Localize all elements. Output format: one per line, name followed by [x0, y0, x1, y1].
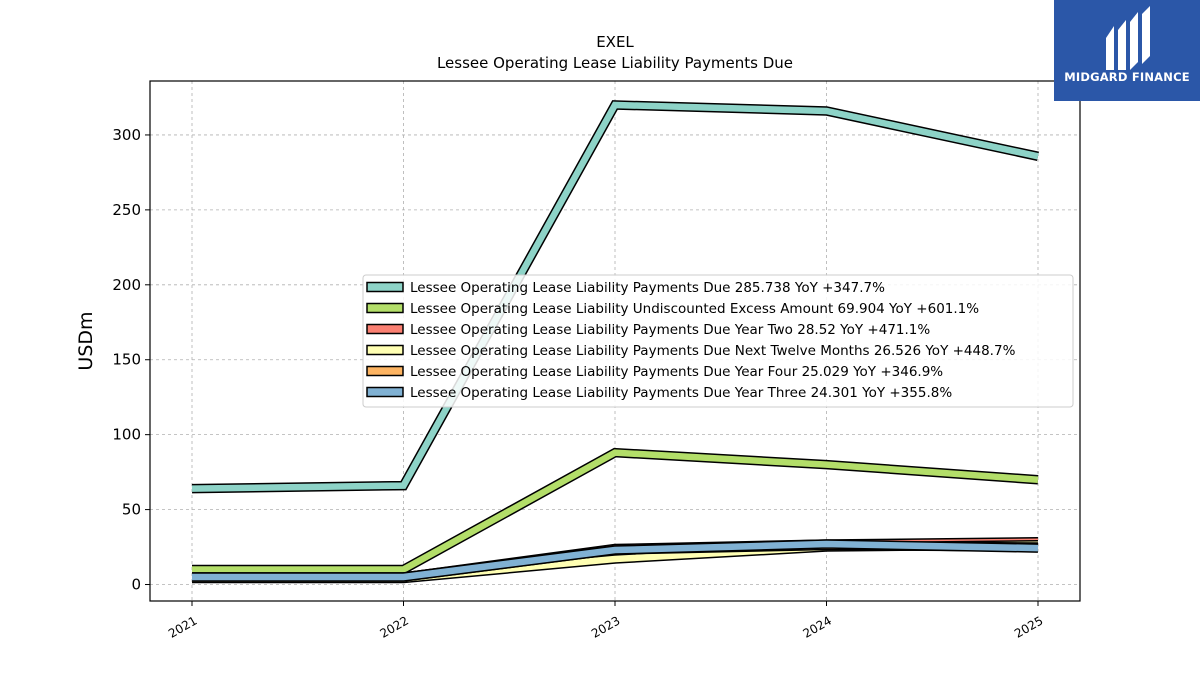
legend-entry: Lessee Operating Lease Liability Payment…	[410, 322, 930, 338]
midgard-logo-mark-icon	[1106, 6, 1150, 70]
legend-swatch	[366, 386, 404, 398]
x-tick-label: 2021	[166, 613, 199, 640]
y-tick-label: 150	[112, 351, 141, 369]
legend-swatch	[366, 365, 404, 377]
legend-swatch	[366, 302, 404, 314]
series-layer	[191, 100, 1039, 584]
legend-swatch	[366, 281, 404, 293]
x-tick-label: 2024	[801, 613, 834, 640]
legend-swatch	[366, 344, 404, 356]
x-tick-label: 2025	[1012, 613, 1045, 640]
y-tick-label: 200	[112, 276, 141, 294]
legend-swatch	[366, 323, 404, 335]
chart-subtitle: Lessee Operating Lease Liability Payment…	[437, 54, 793, 72]
chart-title: EXEL	[596, 33, 634, 51]
legend-box	[362, 274, 1074, 408]
y-tick-label: 300	[112, 126, 141, 144]
legend-entry: Lessee Operating Lease Liability Payment…	[410, 343, 1016, 359]
y-axis-label: USDm	[75, 311, 97, 370]
legend-entry: Lessee Operating Lease Liability Payment…	[410, 280, 885, 296]
legend-entry: Lessee Operating Lease Liability Payment…	[410, 385, 952, 401]
y-tick-label: 250	[112, 201, 141, 219]
y-axis: 0 50 100 150 200 250 300	[112, 126, 150, 594]
y-tick-label: 0	[131, 576, 141, 594]
y-tick-label: 100	[112, 426, 141, 444]
legend-entry: Lessee Operating Lease Liability Undisco…	[410, 301, 979, 317]
legend-entry: Lessee Operating Lease Liability Payment…	[410, 364, 943, 380]
y-tick-label: 50	[122, 501, 141, 519]
brand-name: MIDGARD FINANCE	[1064, 70, 1190, 84]
legend: Lessee Operating Lease Liability Payment…	[362, 274, 1074, 408]
x-axis: 2021 2022 2023 2024 2025	[166, 601, 1046, 641]
x-tick-label: 2022	[378, 613, 411, 640]
brand-logo: MIDGARD FINANCE	[1054, 0, 1200, 101]
x-tick-label: 2023	[589, 613, 622, 640]
